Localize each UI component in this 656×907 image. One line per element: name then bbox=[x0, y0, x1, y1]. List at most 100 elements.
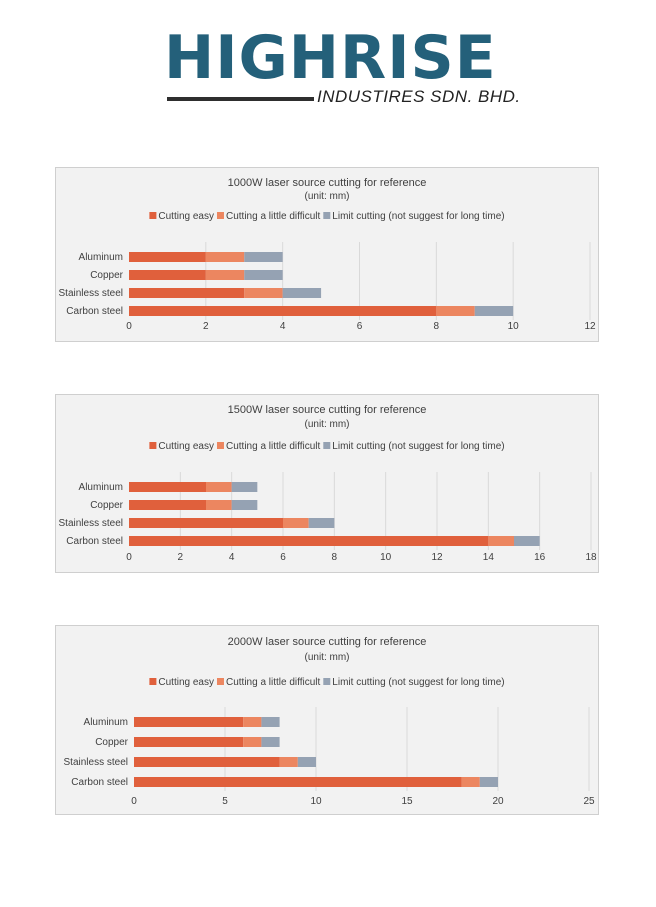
legend-label: Limit cutting (not suggest for long time… bbox=[332, 677, 504, 688]
legend-swatch bbox=[216, 442, 224, 449]
legend-swatch bbox=[323, 442, 331, 449]
company-logo: HIGHRISE INDUSTIRES SDN. BHD. bbox=[160, 23, 520, 108]
legend-item: Cutting a little difficult bbox=[216, 677, 321, 688]
bar-segment bbox=[231, 482, 258, 492]
bar-segment bbox=[129, 288, 245, 298]
legend-swatch bbox=[149, 678, 157, 685]
bar-segment bbox=[129, 270, 206, 280]
chart-subtitle: (unit: mm) bbox=[305, 652, 350, 663]
legend-label: Limit cutting (not suggest for long time… bbox=[332, 441, 504, 452]
bar-segment bbox=[514, 536, 540, 546]
chart-title: 1000W laser source cutting for reference bbox=[228, 177, 427, 189]
bar-segment bbox=[297, 757, 316, 767]
chart-subtitle: (unit: mm) bbox=[305, 419, 350, 430]
category-label: Carbon steel bbox=[71, 777, 128, 788]
x-tick-label: 0 bbox=[131, 796, 137, 807]
category-label: Aluminum bbox=[79, 252, 123, 263]
legend-swatch bbox=[323, 212, 331, 219]
chart-legend: Cutting easy Cutting a little difficult Li… bbox=[149, 211, 505, 222]
bar-segment bbox=[243, 717, 262, 727]
legend-item: Cutting easy bbox=[149, 677, 214, 688]
x-tick-label: 12 bbox=[584, 321, 596, 332]
category-label: Copper bbox=[90, 500, 123, 511]
category-label: Copper bbox=[90, 270, 123, 281]
legend-item: Limit cutting (not suggest for long time… bbox=[323, 677, 505, 688]
bar-segment bbox=[134, 777, 462, 787]
chart-1000w: 1000W laser source cutting for reference… bbox=[55, 167, 599, 342]
chart-legend: Cutting easy Cutting a little difficult Li… bbox=[149, 441, 505, 452]
x-tick-label: 8 bbox=[332, 552, 338, 563]
legend-item: Cutting a little difficult bbox=[216, 441, 321, 452]
bar-segment bbox=[279, 757, 298, 767]
legend-item: Limit cutting (not suggest for long time… bbox=[323, 441, 505, 452]
bar-segment bbox=[244, 252, 283, 262]
bar-segment bbox=[231, 500, 258, 510]
bar-segment bbox=[243, 737, 262, 747]
bar-segment bbox=[244, 270, 283, 280]
bar-segment bbox=[488, 536, 514, 546]
bar-segment bbox=[474, 306, 514, 316]
x-tick-label: 8 bbox=[434, 321, 440, 332]
legend-item: Limit cutting (not suggest for long time… bbox=[323, 211, 505, 222]
legend-label: Cutting a little difficult bbox=[226, 211, 321, 222]
x-tick-label: 12 bbox=[431, 552, 443, 563]
legend-label: Limit cutting (not suggest for long time… bbox=[332, 211, 504, 222]
bar-segment bbox=[261, 737, 280, 747]
bar-segment bbox=[129, 482, 206, 492]
legend-label: Cutting a little difficult bbox=[226, 677, 321, 688]
bar-segment bbox=[129, 536, 489, 546]
legend-label: Cutting easy bbox=[158, 441, 214, 452]
bar-segment bbox=[134, 757, 280, 767]
bar-segment bbox=[261, 717, 280, 727]
x-tick-label: 2 bbox=[178, 552, 184, 563]
chart-svg: 1000W laser source cutting for reference… bbox=[59, 177, 596, 332]
bar-segment bbox=[461, 777, 480, 787]
bar-segment bbox=[308, 518, 335, 528]
logo-subtitle: INDUSTIRES SDN. BHD. bbox=[317, 87, 521, 106]
chart-svg: 2000W laser source cutting for reference… bbox=[64, 636, 595, 807]
category-label: Stainless steel bbox=[59, 288, 123, 299]
legend-item: Cutting a little difficult bbox=[216, 211, 321, 222]
bar-segment bbox=[129, 252, 206, 262]
x-tick-label: 0 bbox=[126, 552, 132, 563]
legend-item: Cutting easy bbox=[149, 441, 214, 452]
chart-1500w: 1500W laser source cutting for reference… bbox=[55, 394, 599, 573]
logo-underline bbox=[167, 97, 314, 101]
x-tick-label: 6 bbox=[357, 321, 363, 332]
bar-segment bbox=[206, 482, 232, 492]
x-tick-label: 25 bbox=[583, 796, 595, 807]
bar-segment bbox=[205, 270, 245, 280]
category-label: Aluminum bbox=[84, 717, 128, 728]
bar-segment bbox=[134, 737, 244, 747]
x-tick-label: 6 bbox=[280, 552, 286, 563]
category-label: Copper bbox=[95, 737, 128, 748]
x-tick-label: 18 bbox=[585, 552, 597, 563]
x-tick-label: 4 bbox=[280, 321, 286, 332]
bar-segment bbox=[244, 288, 283, 298]
legend-swatch bbox=[149, 442, 157, 449]
legend-label: Cutting a little difficult bbox=[226, 441, 321, 452]
bar-segment bbox=[206, 500, 232, 510]
x-tick-label: 10 bbox=[508, 321, 520, 332]
chart-subtitle: (unit: mm) bbox=[305, 191, 350, 202]
legend-item: Cutting easy bbox=[149, 211, 214, 222]
x-tick-label: 2 bbox=[203, 321, 209, 332]
bar-segment bbox=[283, 518, 309, 528]
chart-svg: 1500W laser source cutting for reference… bbox=[59, 404, 597, 563]
chart-title: 1500W laser source cutting for reference bbox=[228, 404, 427, 416]
x-tick-label: 15 bbox=[401, 796, 413, 807]
category-label: Carbon steel bbox=[66, 306, 123, 317]
legend-swatch bbox=[216, 678, 224, 685]
legend-swatch bbox=[149, 212, 157, 219]
bar-segment bbox=[129, 500, 206, 510]
legend-label: Cutting easy bbox=[158, 677, 214, 688]
category-label: Carbon steel bbox=[66, 536, 123, 547]
bar-segment bbox=[205, 252, 245, 262]
chart-2000w: 2000W laser source cutting for reference… bbox=[55, 625, 599, 815]
bar-segment bbox=[134, 717, 244, 727]
logo-brand-name: HIGHRISE bbox=[164, 23, 497, 93]
bar-segment bbox=[479, 777, 498, 787]
legend-swatch bbox=[216, 212, 224, 219]
chart-legend: Cutting easy Cutting a little difficult Li… bbox=[149, 677, 505, 688]
category-label: Stainless steel bbox=[59, 518, 123, 529]
